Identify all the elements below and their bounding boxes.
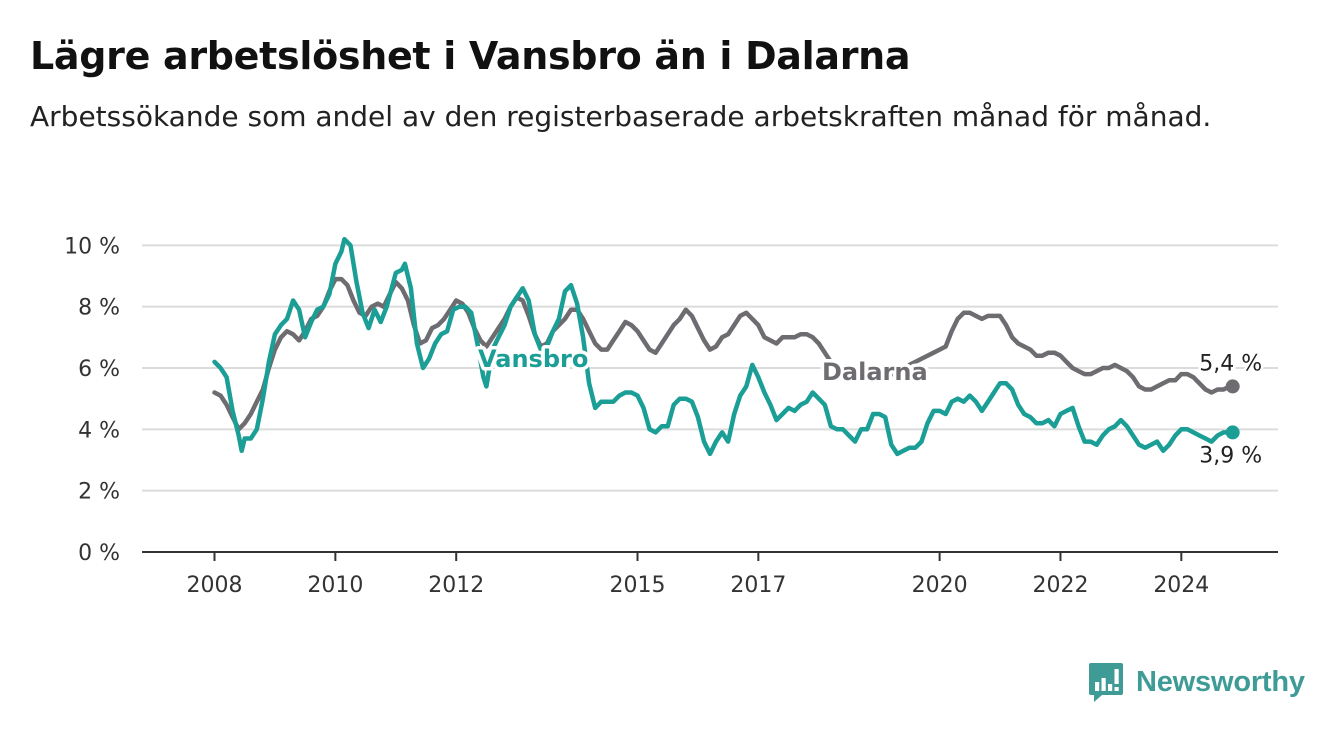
series-labels: Vansbro Dalarna 5,4 % 3,9 % — [475, 342, 1265, 471]
x-tick-label: 2017 — [730, 573, 786, 598]
y-tick-label: 4 % — [78, 418, 120, 443]
y-tick-label: 8 % — [78, 296, 120, 321]
series-lines — [212, 236, 1240, 457]
end-value-label-dalarna: 5,4 % — [1199, 351, 1262, 376]
x-tick-label: 2024 — [1153, 573, 1209, 598]
x-tick-label: 2012 — [428, 573, 484, 598]
series-line-vansbro — [212, 236, 1235, 457]
series-label-vansbro: Vansbro — [478, 345, 588, 373]
page-title: Lägre arbetslöshet i Vansbro än i Dalarn… — [30, 34, 911, 78]
end-point-vansbro — [1225, 425, 1240, 440]
series-label-dalarna: Dalarna — [822, 358, 928, 386]
x-tick-label: 2015 — [609, 573, 665, 598]
grid-lines — [142, 244, 1278, 553]
y-tick-label: 0 % — [78, 541, 120, 566]
end-point-dalarna — [1225, 379, 1240, 394]
series-line-dalarna — [212, 276, 1235, 432]
y-axis-tick-labels: 0 % 2 % 4 % 6 % 8 % 10 % — [64, 234, 120, 566]
brand-name: Newsworthy — [1136, 665, 1305, 698]
y-tick-label: 6 % — [78, 357, 120, 382]
newsworthy-logo-icon — [1089, 663, 1123, 702]
x-axis-tick-labels: 2008 2010 2012 2015 2017 2020 2022 2024 — [187, 552, 1209, 598]
end-value-label-vansbro: 3,9 % — [1199, 443, 1262, 468]
x-tick-label: 2022 — [1032, 573, 1088, 598]
x-tick-label: 2008 — [187, 573, 243, 598]
y-tick-label: 10 % — [64, 234, 120, 259]
page-subtitle: Arbetssökande som andel av den registerb… — [30, 100, 1212, 133]
newsworthy-brand: Newsworthy — [1088, 660, 1305, 704]
y-tick-label: 2 % — [78, 480, 120, 505]
x-tick-label: 2020 — [912, 573, 968, 598]
x-tick-label: 2010 — [307, 573, 363, 598]
